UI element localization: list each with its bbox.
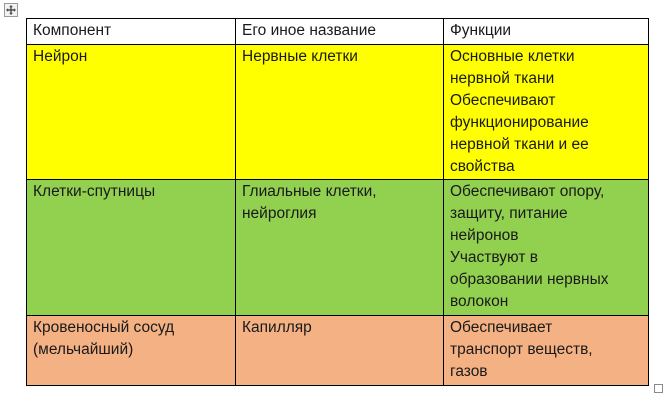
column-header-alt-name[interactable]: Его иное название: [235, 18, 444, 45]
components-table: Компонент Его иное название Функции Нейр…: [26, 18, 649, 386]
table-row-neuron: Нейрон Нервные клетки Основные клетки не…: [26, 44, 649, 180]
cell-vessel-functions[interactable]: Обеспечивает транспорт веществ, газов: [443, 315, 649, 386]
cell-neuron-alt-name[interactable]: Нервные клетки: [235, 44, 444, 180]
cell-vessel-component[interactable]: Кровеносный сосуд (мельчайший): [26, 315, 236, 386]
cell-neuron-functions[interactable]: Основные клетки нервной ткани Обеспечива…: [443, 44, 649, 180]
column-header-functions[interactable]: Функции: [443, 18, 649, 45]
table-move-handle[interactable]: [4, 3, 18, 17]
table-row-blood-vessel: Кровеносный сосуд (мельчайший) Капилляр …: [26, 315, 649, 386]
cell-glia-alt-name[interactable]: Глиальные клетки, нейроглия: [235, 179, 444, 316]
cell-neuron-component[interactable]: Нейрон: [26, 44, 236, 180]
table-header-row: Компонент Его иное название Функции: [26, 18, 649, 45]
table-row-satellite-cells: Клетки-спутницы Глиальные клетки, нейрог…: [26, 179, 649, 316]
column-header-component[interactable]: Компонент: [26, 18, 236, 45]
cell-glia-component[interactable]: Клетки-спутницы: [26, 179, 236, 316]
cell-vessel-alt-name[interactable]: Капилляр: [235, 315, 444, 386]
table-resize-handle[interactable]: [654, 384, 663, 393]
move-cross-icon: [6, 5, 16, 15]
cell-glia-functions[interactable]: Обеспечивают опору, защиту, питание нейр…: [443, 179, 649, 316]
